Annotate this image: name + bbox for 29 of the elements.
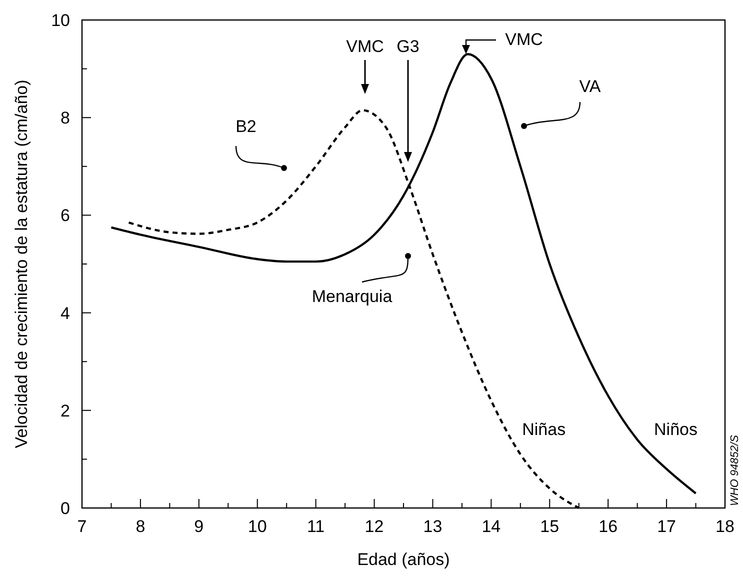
x-tick-label: 13 [423,517,442,536]
text: WHO 94852/S [729,434,741,506]
annotation: Menarquia [312,287,393,306]
y-tick-label: 0 [60,499,70,518]
y-tick-label: 10 [51,11,70,30]
x-tick-label: 7 [77,517,87,536]
annotation: VMC [505,30,543,49]
y-tick-label: 8 [60,108,70,128]
y-tick-label: 6 [60,206,70,226]
x-axis-title: Edad (años) [357,550,450,569]
x-tick-label: 8 [136,517,146,536]
annotation: VA [579,77,602,96]
x-tick-label: 16 [598,517,618,536]
x-tick-label: 15 [540,517,560,536]
x-tick-label: 18 [716,517,734,536]
x-tick-label: 11 [306,517,325,536]
x-tick-label: 9 [194,517,204,536]
x-tick-label: 17 [657,517,676,536]
y-tick-label: 4 [60,304,70,323]
annotation: G3 [396,37,420,56]
y-axis-title: Velocidad de crecimiento de la estatura (cm/año) [12,80,31,448]
annotation: B2 [236,117,256,136]
annotation: VMC [346,37,384,56]
y-tick-label: 2 [60,401,70,420]
series-label: Niños [654,420,698,439]
series-label: Niñas [522,420,566,439]
x-tick-label: 10 [248,517,267,536]
x-tick-label: 14 [482,517,501,536]
x-tick-label: 12 [364,517,384,536]
